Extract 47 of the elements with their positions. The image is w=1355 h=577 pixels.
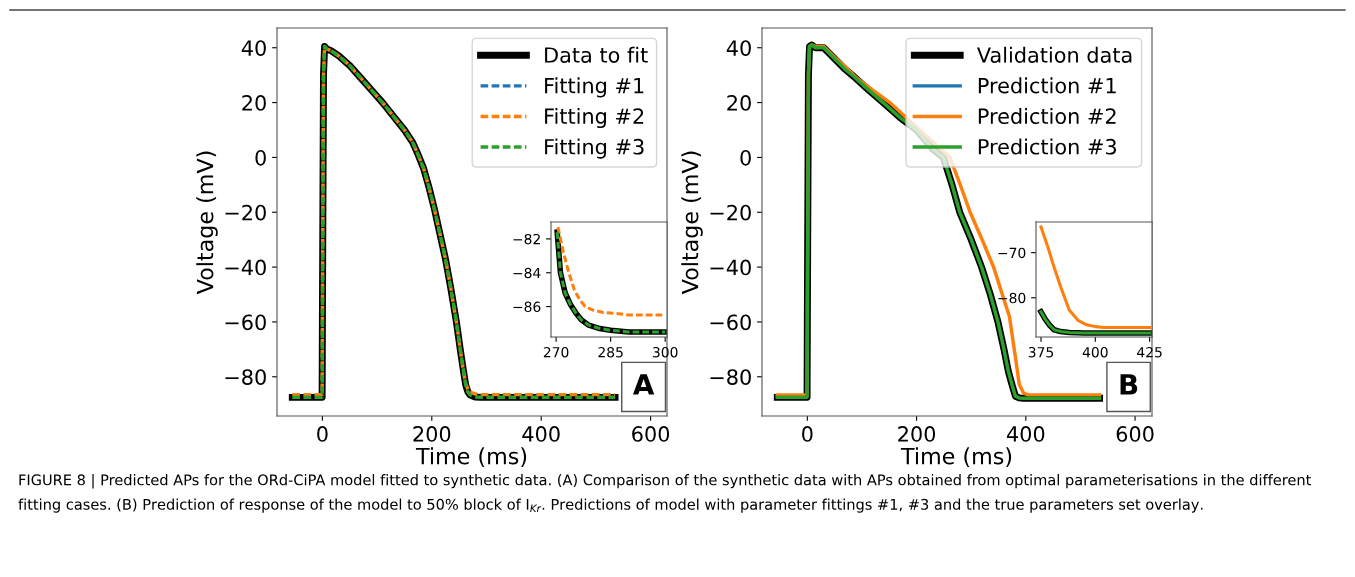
y-tick-label: 20	[727, 95, 751, 111]
x-tick-label: 600	[1116, 426, 1154, 442]
legend-label: Prediction #1	[978, 77, 1116, 94]
annotation: B	[1120, 374, 1138, 395]
y-tick-label: −60	[225, 314, 266, 331]
y-tick-label: −84	[513, 267, 541, 279]
legend-label: Fitting #3	[545, 138, 644, 159]
y-tick-label: −60	[710, 314, 751, 331]
y-tick-label: −80	[710, 369, 751, 385]
x-tick-label: 300	[652, 346, 678, 358]
y-axis-title: Voltage (mV)	[196, 151, 218, 295]
y-tick-label: −40	[225, 259, 266, 276]
y-tick-label: 40	[726, 40, 751, 56]
x-tick-label: 400	[1006, 426, 1045, 442]
x-axis-title: Time (ms)	[900, 447, 1012, 468]
annotation: A	[632, 374, 655, 395]
y-axis-title: Voltage (mV)	[681, 151, 703, 295]
caption: FIGURE 8 | Predicted APs for the ORd-CiPA model fitted to synthetic data. (A) Comparison of the synthetic data with APs obtained from optimal parameterisations in the different fitting cases. (B) Prediction of response of the model to 50% block of I$_{Kr}$. Predictions of model with parameter fittings #1, #3 and the true parameters set overlay.	[18, 474, 1312, 513]
x-tick-label: 270	[543, 346, 569, 358]
y-tick-label: −40	[710, 259, 751, 276]
legend-label: Fitting #1	[545, 77, 644, 98]
legend-label: Prediction #3	[978, 138, 1116, 155]
x-tick-label: 285	[598, 346, 623, 358]
x-tick-label: 375	[1028, 346, 1054, 358]
y-tick-label: −82	[513, 233, 540, 245]
x-tick-label: 200	[898, 426, 936, 442]
y-tick-label: 0	[255, 149, 266, 166]
y-tick-label: −20	[225, 204, 266, 221]
y-tick-label: 20	[242, 95, 266, 111]
x-tick-label: 400	[522, 426, 560, 442]
x-tick-label: 200	[413, 426, 451, 442]
y-tick-label: −70	[998, 247, 1026, 259]
x-axis-title: Time (ms)	[415, 447, 527, 468]
y-tick-label: 40	[241, 40, 266, 56]
legend-label: Data to fit	[545, 46, 648, 63]
x-tick-label: 600	[632, 426, 670, 442]
y-tick-label: −80	[225, 369, 266, 385]
legend-label: Fitting #2	[545, 107, 644, 129]
x-tick-label: 0	[802, 426, 813, 442]
y-tick-label: −86	[513, 301, 541, 313]
y-tick-label: −20	[710, 204, 751, 221]
y-tick-label: 0	[740, 149, 751, 166]
legend-label: Validation data	[976, 46, 1132, 63]
x-tick-label: 400	[1082, 346, 1108, 358]
x-tick-label: 425	[1137, 346, 1162, 358]
x-tick-label: 0	[317, 426, 328, 442]
legend-label: Prediction #2	[978, 107, 1116, 125]
